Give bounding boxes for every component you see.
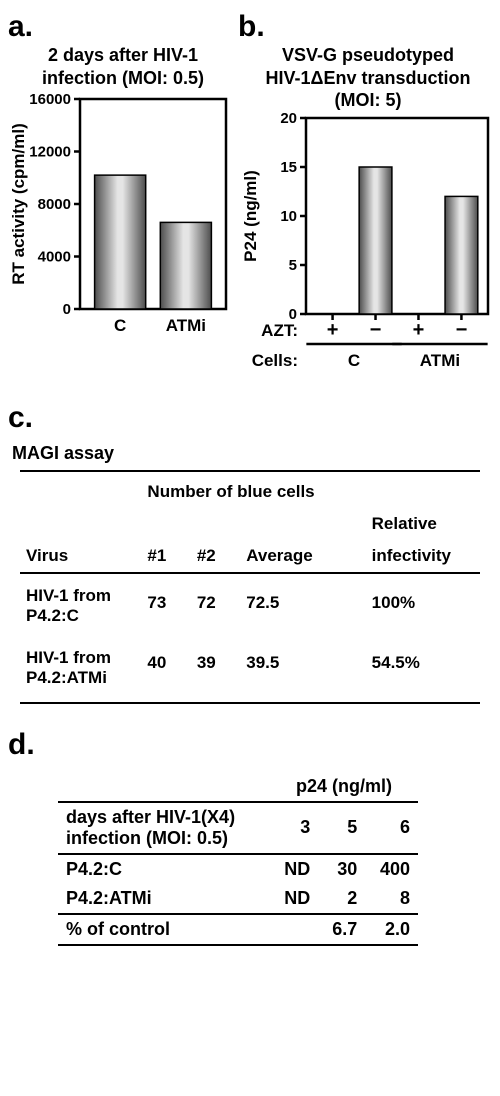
virus-l1: HIV-1 from [26, 586, 111, 605]
cell [270, 914, 318, 945]
day-col: 6 [365, 802, 418, 854]
svg-text:0: 0 [63, 301, 71, 318]
virus-l2: P4.2:C [26, 606, 79, 625]
table-row: Relative [20, 508, 480, 540]
svg-text:C: C [114, 316, 126, 335]
table-row: P4.2:ATMi ND 2 8 [58, 884, 418, 914]
magi-table: Number of blue cells Relative Virus #1 #… [20, 470, 480, 704]
cell: 39 [191, 632, 240, 703]
panel-b: b. VSV-G pseudotyped HIV-1ΔEnv transduct… [238, 10, 498, 397]
row-panels-ab: a. 2 days after HIV-1 infection (MOI: 0.… [8, 10, 492, 397]
row-label: P4.2:ATMi [58, 884, 270, 914]
svg-text:+: + [327, 319, 339, 341]
cell: 2.0 [365, 914, 418, 945]
cell: ND [270, 884, 318, 914]
super-header: Number of blue cells [141, 471, 365, 508]
virus-l1: HIV-1 from [26, 648, 111, 667]
svg-text:AZT:: AZT: [261, 321, 298, 340]
figure-root: a. 2 days after HIV-1 infection (MOI: 0.… [0, 0, 500, 966]
col-virus: Virus [20, 540, 141, 573]
cell: 72 [191, 573, 240, 632]
svg-text:C: C [348, 351, 360, 370]
panel-b-title-1: VSV-G pseudotyped [238, 44, 498, 67]
panel-d: d. p24 (ng/ml) days after HIV-1(X4) infe… [8, 728, 492, 946]
table-row: days after HIV-1(X4) infection (MOI: 0.5… [58, 802, 418, 854]
chart-a-svg: 0 4000 8000 12000 16000RT activity (cpm/ml) C… [8, 89, 238, 349]
svg-text:ATMi: ATMi [420, 351, 460, 370]
col-rel-1: Relative [366, 508, 480, 540]
svg-text:RT activity (cpm/ml): RT activity (cpm/ml) [9, 123, 28, 285]
panel-b-title-3: (MOI: 5) [238, 89, 498, 112]
cell: 8 [365, 884, 418, 914]
svg-text:16000: 16000 [29, 91, 71, 108]
row-label: P4.2:C [58, 854, 270, 884]
svg-text:15: 15 [280, 159, 297, 176]
cell: 2 [318, 884, 365, 914]
panel-d-label: d. [8, 728, 492, 762]
cell: 400 [365, 854, 418, 884]
table-row: p24 (ng/ml) [58, 772, 418, 802]
svg-text:12000: 12000 [29, 144, 71, 161]
svg-text:8000: 8000 [38, 196, 71, 213]
cell: 72.5 [240, 573, 365, 632]
panel-a-title-1: 2 days after HIV-1 [8, 44, 238, 67]
svg-text:−: − [456, 319, 468, 341]
panel-c-label: c. [8, 401, 492, 435]
cell: 54.5% [366, 632, 480, 703]
panel-a-title-2: infection (MOI: 0.5) [8, 67, 238, 90]
days-l1: days after HIV-1(X4) [66, 807, 235, 827]
panel-a-label: a. [8, 10, 238, 44]
day-col: 5 [318, 802, 365, 854]
table-row: Virus #1 #2 Average infectivity [20, 540, 480, 573]
p24-table: p24 (ng/ml) days after HIV-1(X4) infecti… [58, 772, 418, 946]
cell: 40 [141, 632, 190, 703]
cell: 30 [318, 854, 365, 884]
table-row: P4.2:C ND 30 400 [58, 854, 418, 884]
p24-header: p24 (ng/ml) [270, 772, 418, 802]
col-1: #1 [141, 540, 190, 573]
day-col: 3 [270, 802, 318, 854]
panel-a: a. 2 days after HIV-1 infection (MOI: 0.… [8, 10, 238, 354]
table-row: HIV-1 from P4.2:ATMi 40 39 39.5 54.5% [20, 632, 480, 703]
svg-text:ATMi: ATMi [166, 316, 206, 335]
cell: 100% [366, 573, 480, 632]
panel-c: c. MAGI assay Number of blue cells Relat… [8, 401, 492, 704]
svg-text:+: + [413, 319, 425, 341]
svg-text:5: 5 [289, 257, 297, 274]
svg-text:P24 (ng/ml): P24 (ng/ml) [241, 170, 260, 262]
svg-text:10: 10 [280, 208, 297, 225]
col-avg: Average [240, 540, 365, 573]
panel-b-title-2: HIV-1ΔEnv transduction [238, 67, 498, 90]
cell: 6.7 [318, 914, 365, 945]
panel-a-chart: 0 4000 8000 12000 16000RT activity (cpm/ml) C… [8, 89, 238, 354]
col-2: #2 [191, 540, 240, 573]
table-row: Number of blue cells [20, 471, 480, 508]
svg-text:4000: 4000 [38, 249, 71, 266]
panel-c-title: MAGI assay [12, 443, 492, 464]
svg-text:−: − [370, 319, 382, 341]
col-rel-2: infectivity [366, 540, 480, 573]
cell: ND [270, 854, 318, 884]
pct-label: % of control [58, 914, 270, 945]
chart-b-svg: 05101520P24 (ng/ml)AZT:+−+−Cells:CATMi [238, 112, 498, 392]
days-l2: infection (MOI: 0.5) [66, 828, 228, 848]
svg-text:20: 20 [280, 112, 297, 127]
virus-l2: P4.2:ATMi [26, 668, 107, 687]
panel-b-label: b. [238, 10, 498, 44]
cell: 73 [141, 573, 190, 632]
svg-text:Cells:: Cells: [252, 351, 298, 370]
panel-b-chart: 05101520P24 (ng/ml)AZT:+−+−Cells:CATMi [238, 112, 498, 397]
cell: 39.5 [240, 632, 365, 703]
table-row: % of control 6.7 2.0 [58, 914, 418, 945]
table-row: HIV-1 from P4.2:C 73 72 72.5 100% [20, 573, 480, 632]
